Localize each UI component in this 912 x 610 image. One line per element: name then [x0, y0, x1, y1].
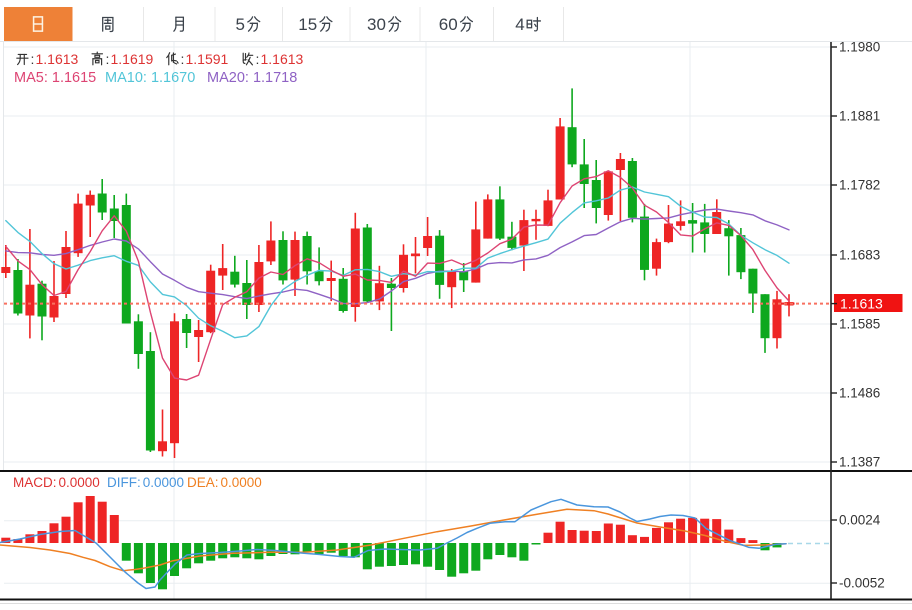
svg-text:15: 15 [298, 15, 317, 34]
svg-text::: : [106, 51, 110, 67]
svg-text:60: 60 [439, 15, 458, 34]
svg-text:0.0024: 0.0024 [839, 513, 881, 528]
svg-text:4: 4 [515, 15, 524, 34]
svg-text:1.1613: 1.1613 [840, 296, 883, 312]
svg-text::: : [256, 51, 260, 67]
svg-text:1.1613: 1.1613 [36, 51, 79, 67]
svg-text:DIFF:0.0000: DIFF: 0.0000 [107, 475, 184, 490]
svg-text:1.1585: 1.1585 [839, 317, 880, 332]
svg-text:1.1683: 1.1683 [839, 248, 880, 263]
svg-text:1.1486: 1.1486 [839, 386, 880, 401]
svg-text:MA20: 1.1718: MA20: 1.1718 [207, 70, 297, 86]
svg-text:1.1881: 1.1881 [839, 109, 880, 124]
svg-text:1.1782: 1.1782 [839, 178, 880, 193]
svg-text:1.1387: 1.1387 [839, 455, 880, 470]
svg-text:MA5: 1.1615: MA5: 1.1615 [14, 70, 96, 86]
svg-text:DEA:0.0000: DEA: 0.0000 [187, 475, 262, 490]
svg-text:30: 30 [367, 15, 386, 34]
svg-text::: : [181, 51, 185, 67]
svg-text:1.1619: 1.1619 [111, 51, 154, 67]
svg-text:5: 5 [236, 15, 245, 34]
svg-text:-0.0052: -0.0052 [839, 576, 885, 591]
svg-text:MA10: 1.1670: MA10: 1.1670 [105, 70, 195, 86]
svg-text:MACD:0.0000: MACD: 0.0000 [13, 475, 100, 490]
svg-text:1.1613: 1.1613 [261, 51, 304, 67]
svg-text::: : [31, 51, 35, 67]
svg-text:1.1980: 1.1980 [839, 40, 880, 55]
svg-text:1.1591: 1.1591 [186, 51, 229, 67]
